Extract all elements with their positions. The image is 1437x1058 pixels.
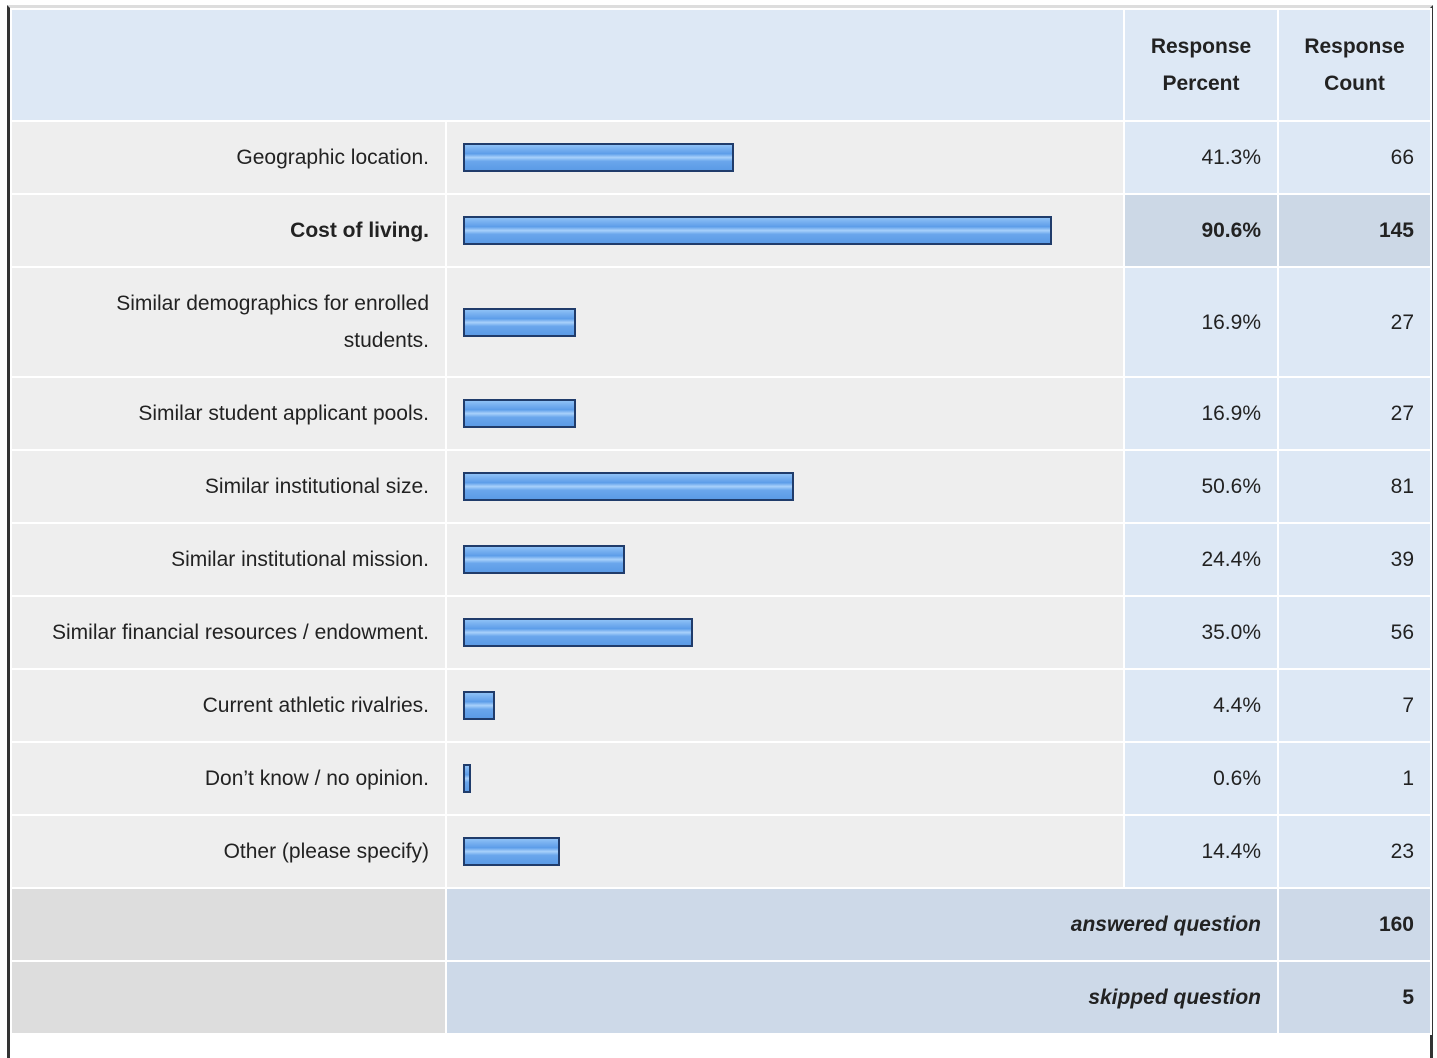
summary-count: 160	[1277, 887, 1432, 962]
summary-blank	[10, 887, 447, 962]
results-panel: Response Percent Response Count Geograph…	[7, 5, 1433, 1058]
summary-label: answered question	[445, 887, 1279, 962]
bar-cell	[445, 120, 1125, 195]
bar	[463, 307, 577, 337]
answer-row: Similar student applicant pools. 16.9% 27	[10, 376, 1432, 451]
answer-row: Other (please specify) 14.4% 23	[10, 814, 1432, 889]
summary-label: skipped question	[445, 960, 1279, 1035]
answer-label: Geographic location.	[10, 120, 447, 195]
answer-label: Similar demographics for enrolled studen…	[10, 266, 447, 378]
bar	[463, 545, 625, 574]
bar-cell	[445, 595, 1125, 670]
response-count: 145	[1277, 193, 1432, 268]
answer-row: Similar institutional mission. 24.4% 39	[10, 522, 1432, 597]
bar-cell	[445, 522, 1125, 597]
response-count: 27	[1277, 266, 1432, 378]
response-percent: 50.6%	[1123, 449, 1279, 524]
answer-row: Similar institutional size. 50.6% 81	[10, 449, 1432, 524]
answer-label: Cost of living.	[10, 193, 447, 268]
bar	[463, 143, 734, 172]
answer-row: Cost of living. 90.6% 145	[10, 193, 1432, 268]
header-blank	[10, 8, 1125, 122]
summary-count: 5	[1277, 960, 1432, 1035]
response-count: 23	[1277, 814, 1432, 889]
bar	[463, 399, 577, 428]
answer-label: Similar institutional size.	[10, 449, 447, 524]
answer-row: Geographic location. 41.3% 66	[10, 120, 1432, 195]
answer-row: Current athletic rivalries. 4.4% 7	[10, 668, 1432, 743]
response-percent: 16.9%	[1123, 376, 1279, 451]
response-percent: 90.6%	[1123, 193, 1279, 268]
answer-label: Similar financial resources / endowment.	[10, 595, 447, 670]
summary-row: answered question 160	[10, 887, 1432, 962]
bar	[463, 472, 794, 501]
bar	[463, 618, 694, 647]
response-count: 56	[1277, 595, 1432, 670]
response-count: 7	[1277, 668, 1432, 743]
response-count: 81	[1277, 449, 1432, 524]
answer-row: Similar demographics for enrolled studen…	[10, 266, 1432, 378]
results-table: Response Percent Response Count Geograph…	[10, 8, 1432, 1035]
summary-row: skipped question 5	[10, 960, 1432, 1035]
answer-label: Don’t know / no opinion.	[10, 741, 447, 816]
bar-cell	[445, 668, 1125, 743]
response-percent: 41.3%	[1123, 120, 1279, 195]
bar	[463, 764, 471, 793]
response-count: 66	[1277, 120, 1432, 195]
response-percent: 14.4%	[1123, 814, 1279, 889]
answer-row: Don’t know / no opinion. 0.6% 1	[10, 741, 1432, 816]
bar-cell	[445, 266, 1125, 378]
header-count: Response Count	[1277, 8, 1432, 122]
bar-cell	[445, 814, 1125, 889]
answer-label: Other (please specify)	[10, 814, 447, 889]
header-percent: Response Percent	[1123, 8, 1279, 122]
bar	[463, 691, 496, 720]
response-count: 39	[1277, 522, 1432, 597]
response-percent: 35.0%	[1123, 595, 1279, 670]
answer-label: Similar institutional mission.	[10, 522, 447, 597]
response-count: 27	[1277, 376, 1432, 451]
response-percent: 16.9%	[1123, 266, 1279, 378]
bar	[463, 216, 1053, 245]
bar-cell	[445, 376, 1125, 451]
answer-label: Current athletic rivalries.	[10, 668, 447, 743]
bar-cell	[445, 449, 1125, 524]
summary-blank	[10, 960, 447, 1035]
header-row: Response Percent Response Count	[10, 8, 1432, 122]
answer-row: Similar financial resources / endowment.…	[10, 595, 1432, 670]
response-percent: 24.4%	[1123, 522, 1279, 597]
response-percent: 0.6%	[1123, 741, 1279, 816]
answer-label: Similar student applicant pools.	[10, 376, 447, 451]
response-percent: 4.4%	[1123, 668, 1279, 743]
bar-cell	[445, 741, 1125, 816]
response-count: 1	[1277, 741, 1432, 816]
bar	[463, 837, 561, 866]
bar-cell	[445, 193, 1125, 268]
